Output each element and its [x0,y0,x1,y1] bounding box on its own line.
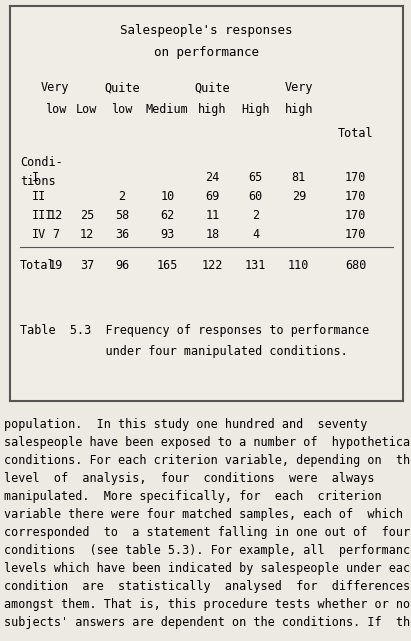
Text: 25: 25 [80,208,94,222]
Text: 170: 170 [345,171,366,184]
Text: Quite: Quite [104,81,140,94]
Text: 170: 170 [345,190,366,203]
Text: 96: 96 [115,259,129,272]
Text: Quite: Quite [194,81,230,94]
Text: 680: 680 [345,259,366,272]
Text: low: low [45,103,66,116]
Text: Low: Low [76,103,97,116]
Text: 122: 122 [202,259,223,272]
Text: 11: 11 [205,208,219,222]
Text: levels which have been indicated by salespeople under each: levels which have been indicated by sale… [4,562,411,575]
Text: population.  In this study one hundred and  seventy: population. In this study one hundred an… [4,417,367,431]
Text: 12: 12 [80,228,94,240]
Text: 18: 18 [205,228,219,240]
Text: III: III [32,208,53,222]
Text: Table  5.3  Frequency of responses to performance: Table 5.3 Frequency of responses to perf… [20,324,369,337]
Text: Very: Very [41,81,69,94]
Text: manipulated.  More specifically, for  each  criterion: manipulated. More specifically, for each… [4,490,382,503]
Text: salespeople have been exposed to a number of  hypothetical: salespeople have been exposed to a numbe… [4,436,411,449]
Text: under four manipulated conditions.: under four manipulated conditions. [20,345,348,358]
Text: 165: 165 [157,259,178,272]
Text: 93: 93 [160,228,174,240]
Text: conditions. For each criterion variable, depending on  the: conditions. For each criterion variable,… [4,454,411,467]
Text: low: low [111,103,133,116]
Text: IV: IV [32,228,46,240]
Text: 131: 131 [245,259,266,272]
Text: 2: 2 [252,208,259,222]
Text: 170: 170 [345,208,366,222]
Text: 37: 37 [80,259,94,272]
Text: 7: 7 [52,228,59,240]
Text: 12: 12 [48,208,62,222]
Text: 19: 19 [48,259,62,272]
Text: on performance: on performance [154,46,259,59]
Text: Very: Very [284,81,313,94]
Text: II: II [32,190,46,203]
Text: 170: 170 [345,228,366,240]
Text: 110: 110 [288,259,309,272]
Text: I: I [32,171,39,184]
Text: 29: 29 [292,190,306,203]
Text: Total: Total [338,127,374,140]
Text: 2: 2 [119,190,126,203]
Text: 69: 69 [205,190,219,203]
Text: Salespeople's responses: Salespeople's responses [120,24,293,37]
Text: 36: 36 [115,228,129,240]
Text: conditions  (see table 5.3). For example, all  performance: conditions (see table 5.3). For example,… [4,544,411,556]
Text: tions: tions [20,175,56,188]
Text: 4: 4 [252,228,259,240]
Text: high: high [284,103,313,116]
Text: high: high [198,103,226,116]
Text: variable there were four matched samples, each of  which: variable there were four matched samples… [4,508,403,520]
Text: amongst them. That is, this procedure tests whether or not: amongst them. That is, this procedure te… [4,597,411,611]
Text: 24: 24 [205,171,219,184]
Text: Condi-: Condi- [20,156,63,169]
Text: High: High [241,103,270,116]
Text: subjects' answers are dependent on the conditions. If  the: subjects' answers are dependent on the c… [4,616,411,629]
Text: condition  are  statistically  analysed  for  differences: condition are statistically analysed for… [4,579,410,593]
Text: Medium: Medium [146,103,189,116]
Text: level  of  analysis,  four  conditions  were  always: level of analysis, four conditions were … [4,472,374,485]
Text: corresponded  to  a statement falling in one out of  four: corresponded to a statement falling in o… [4,526,410,538]
Text: Total: Total [20,259,56,272]
Text: 10: 10 [160,190,174,203]
Text: 58: 58 [115,208,129,222]
Text: 62: 62 [160,208,174,222]
Text: 65: 65 [249,171,263,184]
Text: 81: 81 [292,171,306,184]
Text: 60: 60 [249,190,263,203]
